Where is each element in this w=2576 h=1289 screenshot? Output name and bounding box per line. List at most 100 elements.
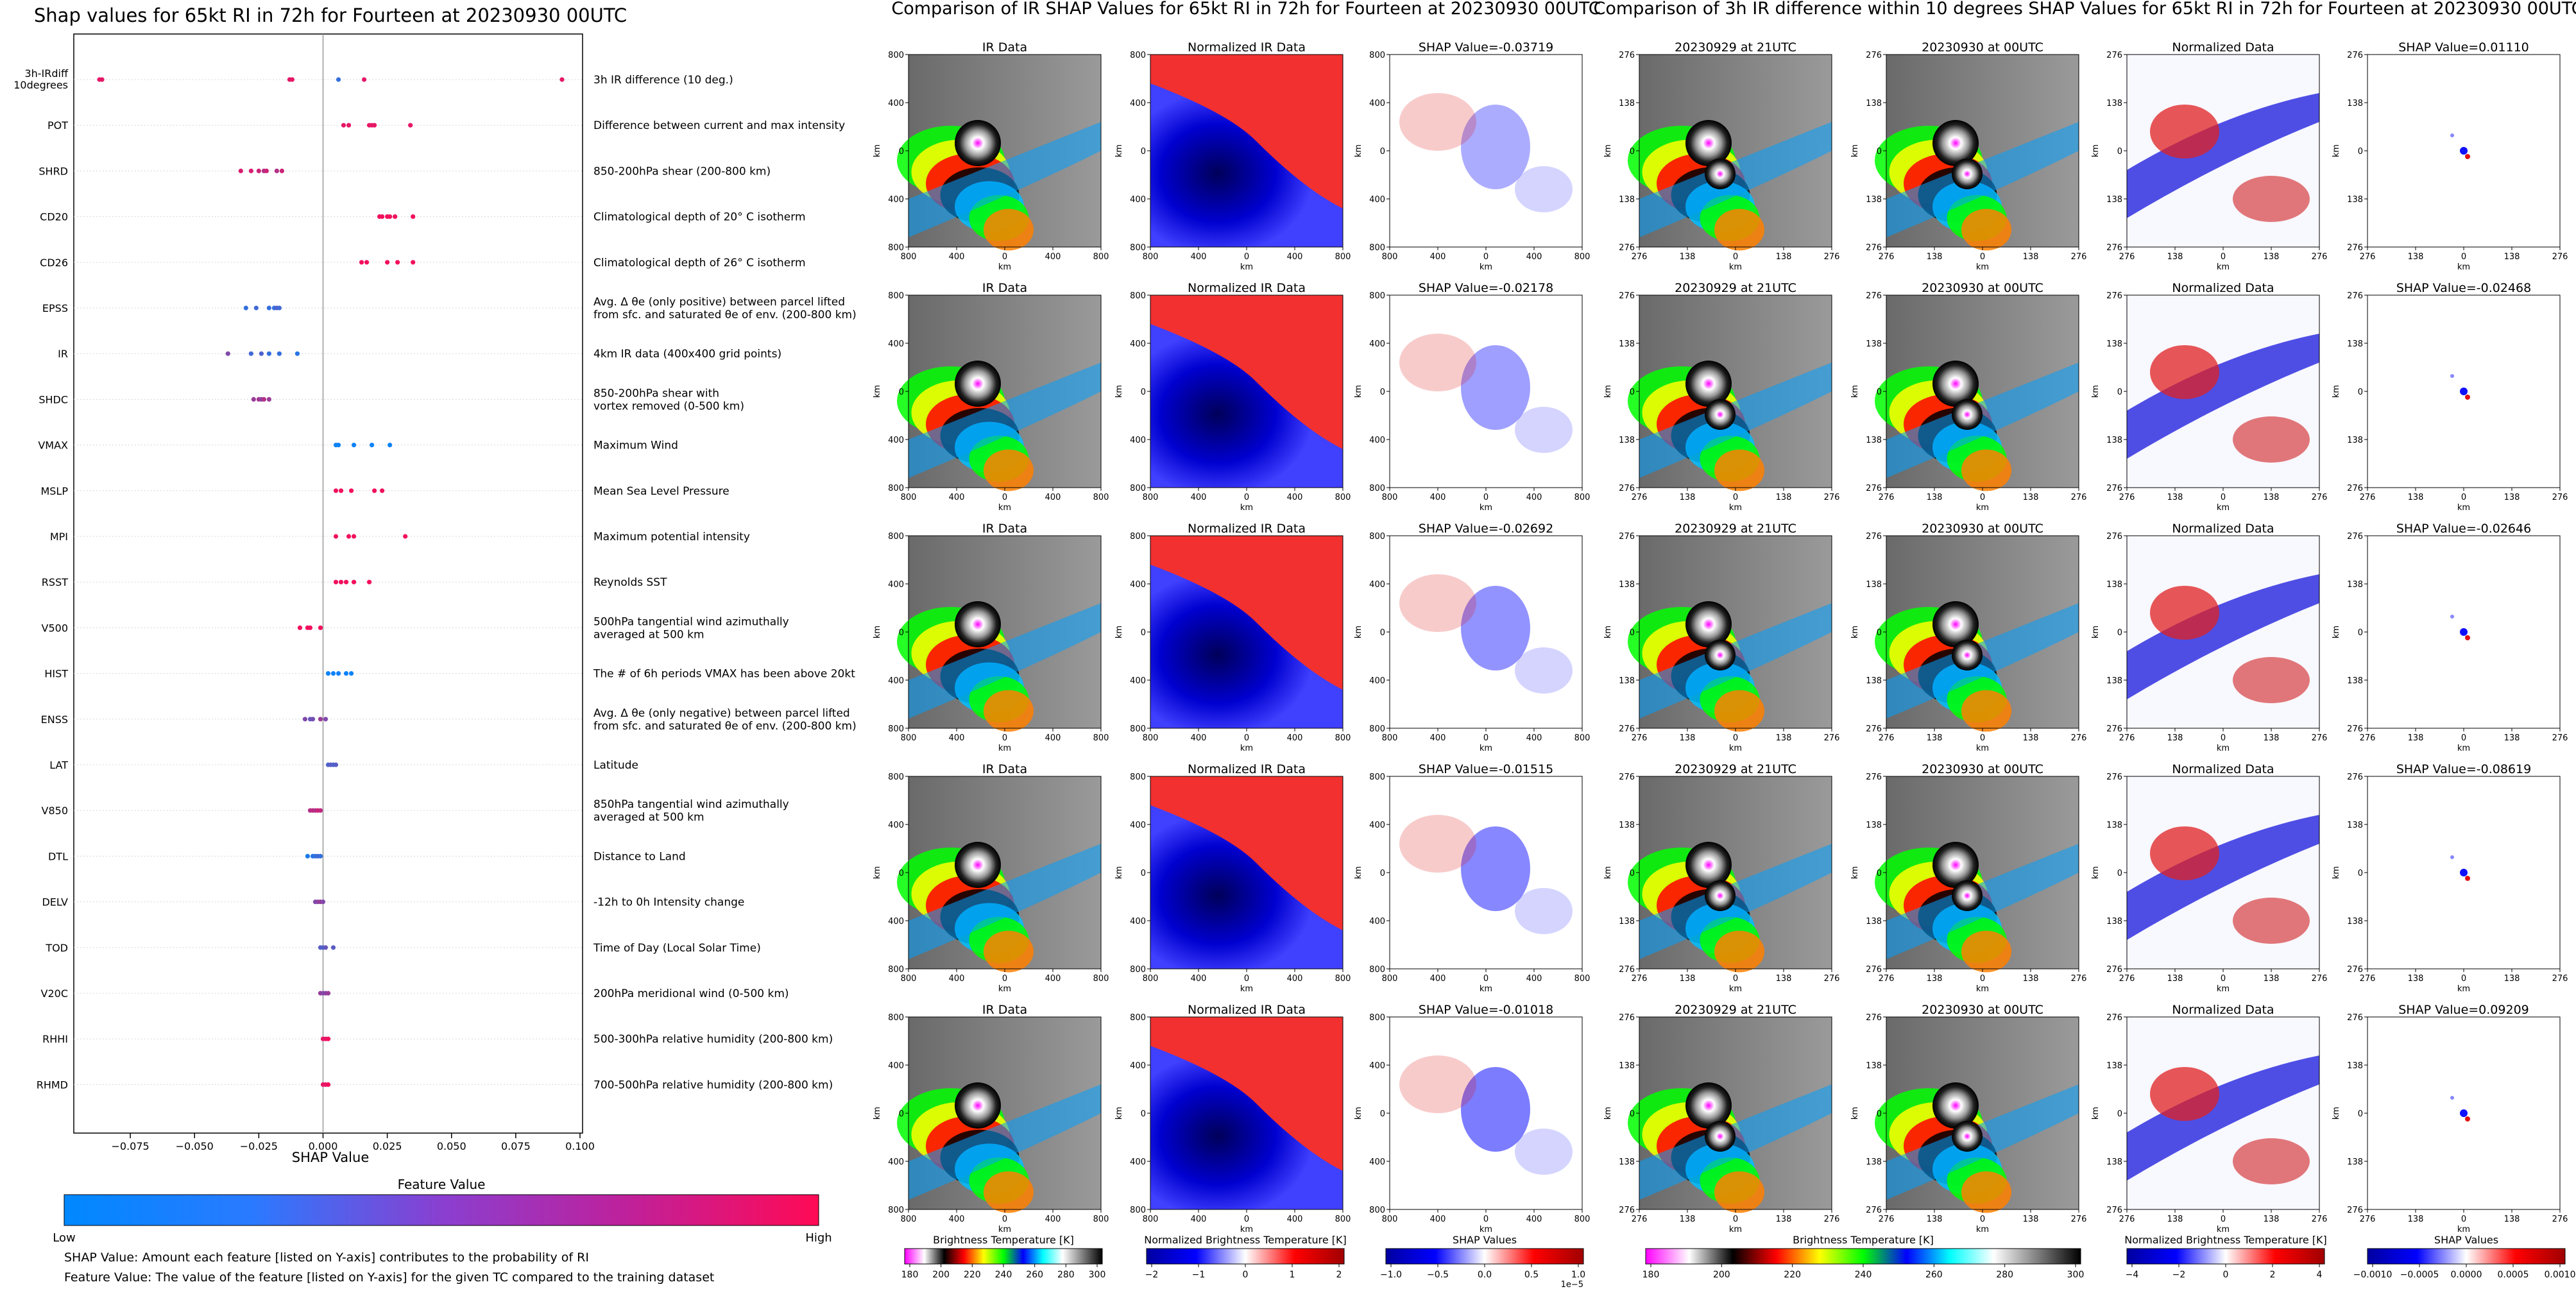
x-tick-label: 800 [1093,493,1109,502]
y-tick-label: 0 [1141,147,1146,157]
x-tick-label: 400 [1045,1215,1061,1224]
y-tick-label: 276 [2106,724,2122,734]
x-tick-label: 276 [2119,493,2135,502]
y-tick-label: 800 [1369,724,1385,734]
y-tick-label: 276 [1619,484,1635,493]
feature-description-line: 850-200hPa shear (200-800 km) [593,165,771,178]
x-tick-label: 400 [1430,1215,1446,1224]
y-tick-label: 0 [1380,1109,1385,1119]
x-tick-label: 400 [1430,733,1446,743]
y-tick-label: 276 [2347,773,2363,782]
y-tick-label: 276 [1619,243,1635,253]
y-tick-label: 138 [1866,1157,1882,1167]
x-tick-label: 400 [1526,493,1542,502]
y-tick-label: 138 [2106,1061,2122,1071]
feature-description-line: from sfc. and saturated θe of env. (200-… [593,309,857,321]
ir-cloud-band [1714,690,1764,732]
y-tick-label: 800 [888,773,904,782]
ir-panel-grid: IR Data 800 400 0 400 800 800 400 0 400 800 km km Nor… [873,40,1590,1234]
y-tick-label: 276 [1866,773,1882,782]
shap-point [351,579,357,585]
y-tick-label: 400 [1369,821,1385,830]
colorbar-tick-label: 180 [1642,1270,1660,1280]
x-tick-label: 276 [2312,493,2328,502]
feature-name-line: 3h-IRdiff [24,67,69,80]
y-tick-label: 276 [2106,1206,2122,1215]
colorbar-tick-label: 0.5 [1524,1270,1539,1280]
panel-title: Normalized Data [2172,40,2274,55]
shap-point [266,305,271,311]
y-tick-label: 276 [2106,965,2122,975]
y-axis-label: km [1354,385,1363,398]
colorbar-tick-label: 300 [2067,1270,2085,1280]
shap-point [408,123,413,128]
colorbar-tick-label: 240 [995,1270,1012,1280]
y-tick-label: 276 [2347,532,2363,542]
x-tick-label: 800 [1093,974,1109,984]
x-tick-label: 0 [1733,252,1738,262]
y-tick-label: 138 [1866,580,1882,590]
colorbar-tick-label: 0.0000 [2451,1270,2482,1280]
colorbar-tick-label: −4 [2126,1270,2139,1280]
y-tick-label: 138 [2347,1061,2363,1071]
x-tick-label: 276 [2071,974,2087,984]
colorbars: Brightness Temperature [K]180 200 220 240 26… [901,1234,2576,1289]
feature-description-line: -12h to 0h Intensity change [593,896,744,909]
x-axis-label: km [998,1225,1011,1234]
x-axis-label: km [1480,262,1492,272]
norm-band-positive [2233,657,2310,703]
y-tick-label: 138 [2106,195,2122,205]
ir-cloud-band [984,449,1034,491]
shap-point [343,671,349,676]
x-tick-label: 276 [1632,974,1648,984]
shap-point [325,671,331,676]
x-tick-label: 138 [2264,974,2280,984]
x-axis-label: km [2457,262,2470,272]
x-tick-label: 138 [1927,733,1943,743]
feature-description-line: Latitude [593,759,638,772]
x-tick-label: 0 [1483,974,1488,984]
x-axis-label: km [2217,984,2230,994]
feature-description: 200hPa meridional wind (0-500 km) [593,987,789,1000]
feature-description-line: 500-300hPa relative humidity (200-800 km… [593,1033,833,1046]
shap-negative-spot [2450,133,2454,137]
shap-point [266,351,271,356]
ir-storm-core [1952,1121,1983,1152]
x-tick-label: 0 [1244,733,1249,743]
shap-negative-region [1461,345,1530,430]
panel-title: 20230929 at 21UTC [1675,1003,1796,1017]
feature-description-line: Distance to Land [593,850,686,863]
shap-point [338,579,344,585]
shap-point [351,534,357,539]
x-tick-label: 0 [1244,493,1249,502]
panel-title: Normalized IR Data [1188,522,1306,536]
y-tick-label: 400 [1369,436,1385,445]
y-tick-label: 0 [899,1109,904,1119]
ir-cloud-band [1714,449,1764,491]
x-tick-label: 800 [1574,974,1591,984]
shap-point [411,260,416,265]
y-axis-label: km [1114,866,1124,879]
colorbar-tick-label: −1 [1192,1270,1206,1280]
colorbar-tick-label: 0.0 [1478,1270,1492,1280]
shap-negative-region [1461,105,1530,189]
feature-name-label: RHHI [42,1033,68,1045]
shap-point [351,443,357,448]
shap-point [336,77,341,82]
feature-description-line: Difference between current and max inten… [593,119,845,132]
colorbar-tick-label: 220 [964,1270,981,1280]
x-tick-label: 400 [949,252,965,262]
x-tick-label: 138 [2023,493,2039,502]
ir-storm-core [955,120,1001,166]
feature-description-line: 850-200hPa shear with [593,387,719,400]
y-tick-label: 138 [1866,1061,1882,1071]
x-tick-label: 0.025 [373,1140,402,1152]
shap-point [371,488,377,493]
panel-title: 20230929 at 21UTC [1675,522,1796,536]
x-tick-label: 138 [2408,974,2424,984]
shap-negative-region [1515,647,1573,694]
